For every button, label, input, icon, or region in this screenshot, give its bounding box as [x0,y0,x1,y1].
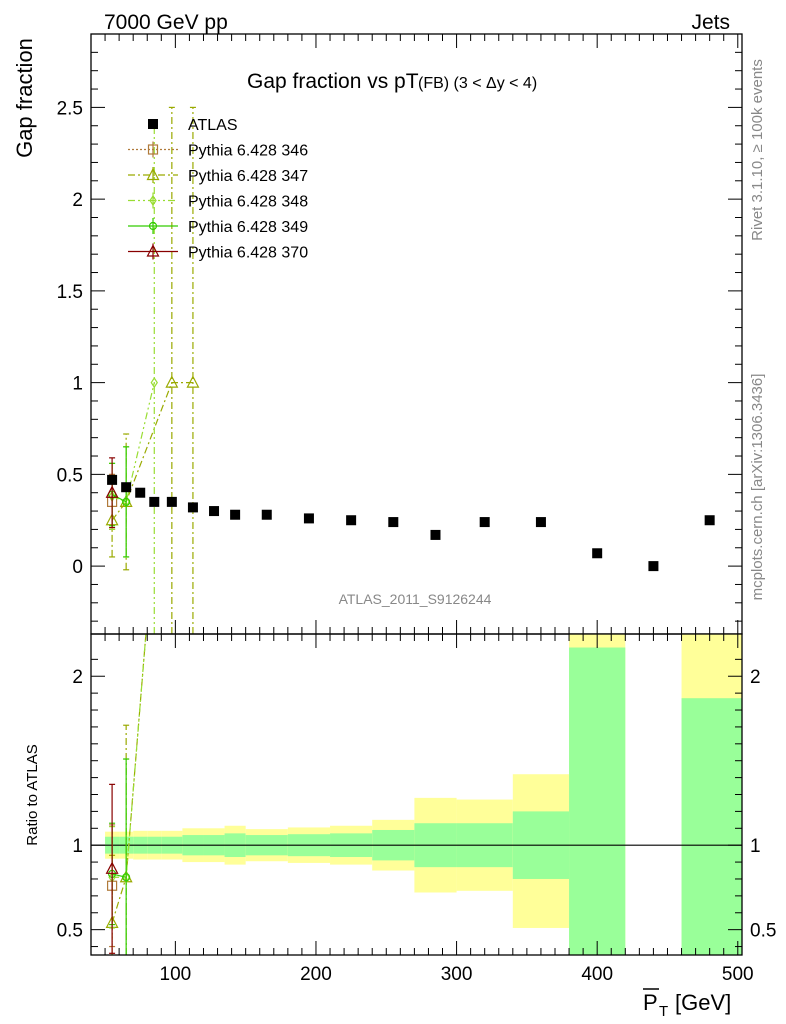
atlas-point [430,529,441,540]
rivet-label: Rivet 3.1.10, ≥ 100k events [749,59,766,241]
main-ylabel: Gap fraction [12,38,37,158]
main-point [122,497,131,506]
atlas-point [648,561,659,572]
header-left: 7000 GeV pp [104,11,228,34]
ratio-line [111,634,147,924]
ratio-point [105,861,119,874]
atlas-point [230,509,241,520]
legend-marker [148,221,158,231]
main-series-pythia-6-428-370 [105,457,119,529]
ratio-xtick-label: 300 [441,964,473,985]
ratio-ytick-label: 0.5 [57,921,83,942]
legend-label: Pythia 6.428 348 [188,194,308,211]
ratio-ytick-label-right: 1 [750,836,761,857]
legend-entry-2: Pythia 6.428 347 [128,167,308,185]
main-ytick-label: 0 [72,557,83,578]
ratio-band-inner-15 [569,647,626,955]
atlas-point [346,515,357,526]
ratio-frame [90,633,743,956]
atlas-point [149,496,160,507]
atlas-point [107,474,118,485]
main-point [150,377,158,389]
xlabel-sub: T [659,1003,668,1020]
ratio-xtick-label: 500 [722,964,754,985]
ratio-point [122,873,131,882]
main-point [105,485,119,498]
main-ytick-label: 1 [72,374,83,395]
legend-entry-4: Pythia 6.428 349 [128,218,308,236]
main-line [111,382,155,503]
legend-label: ATLAS [188,117,238,134]
atlas-point [166,496,177,507]
xlabel-unit: [GeV] [675,990,731,1015]
ratio-bands [105,634,742,955]
main-title-text: Gap fraction vs pT [247,70,419,93]
atlas-point [704,515,715,526]
ratio-ytick-label: 2 [72,667,83,688]
ratio-ylabel: Ratio to ATLAS [24,744,41,845]
main-point [165,375,179,388]
atlas-point [303,513,314,524]
header-right: Jets [691,11,730,34]
main-point [186,375,200,388]
ratio-ytick-label: 1 [72,836,83,857]
mcplots-label: mcplots.cern.ch [arXiv:1306.3436] [749,374,766,601]
main-ytick-label: 2 [72,190,83,211]
ratio-xtick-label: 100 [160,964,192,985]
legend-entry-3: Pythia 6.428 348 [128,192,308,211]
legend-marker [146,244,160,257]
ratio-xtick-label: 200 [300,964,332,985]
ratio-panel: 100 200 300 400 500 0.5 0.5 1 1 2 2 [57,633,776,985]
legend-label: Pythia 6.428 370 [188,245,308,262]
ratio-ytick-label-right: 0.5 [750,921,776,942]
main-ytick-label: 0.5 [57,465,83,486]
atlas-point [535,517,546,528]
legend-label: Pythia 6.428 349 [188,219,308,236]
ratio-xtick-label: 400 [581,964,613,985]
main-series-pythia-6-428-348 [108,125,158,634]
legend-marker [146,167,160,181]
atlas-point [479,517,490,528]
atlas-point [209,506,220,517]
legend-marker [148,119,158,129]
xlabel-p: P [643,990,658,1015]
legend-label: Pythia 6.428 346 [188,143,308,160]
main-ytick-label: 2.5 [57,98,83,119]
main-series-pythia-6-428-347 [105,106,200,634]
main-series-atlas [107,474,715,572]
atlas-point [135,487,146,498]
analysis-label: ATLAS_2011_S9126244 [339,591,492,607]
legend-entry-5: Pythia 6.428 370 [128,243,308,262]
main-panel: 0 0.5 1 1.5 2 2.5 [57,33,743,635]
main-title: Gap fraction vs pT (FB) (3 < Δy < 4) [247,70,537,93]
atlas-point [187,502,198,513]
atlas-point [592,548,603,559]
main-title-sub: (FB) (3 < Δy < 4) [418,75,537,92]
legend-marker [149,194,157,207]
x-axis-label: P T [GeV] [643,988,731,1020]
ratio-line [111,873,127,878]
legend-entry-0: ATLAS [148,117,238,134]
legend-label: Pythia 6.428 347 [188,168,308,185]
atlas-point [388,517,399,528]
legend-entry-1: Pythia 6.428 346 [128,141,308,160]
atlas-point [121,482,132,493]
legend-marker [147,144,159,155]
ratio-ytick-label-right: 2 [750,667,761,688]
atlas-point [261,509,272,520]
main-ytick-label: 1.5 [57,282,83,303]
ratio-line [112,634,147,878]
ratio-series-pythia-6-428-370 [105,783,119,954]
main-line [111,382,193,521]
legend: ATLAS Pythia 6.428 346 Pythia 6.428 347 Pyt… [128,117,308,262]
ratio-band-inner-16 [681,698,742,955]
main-line [111,494,127,503]
